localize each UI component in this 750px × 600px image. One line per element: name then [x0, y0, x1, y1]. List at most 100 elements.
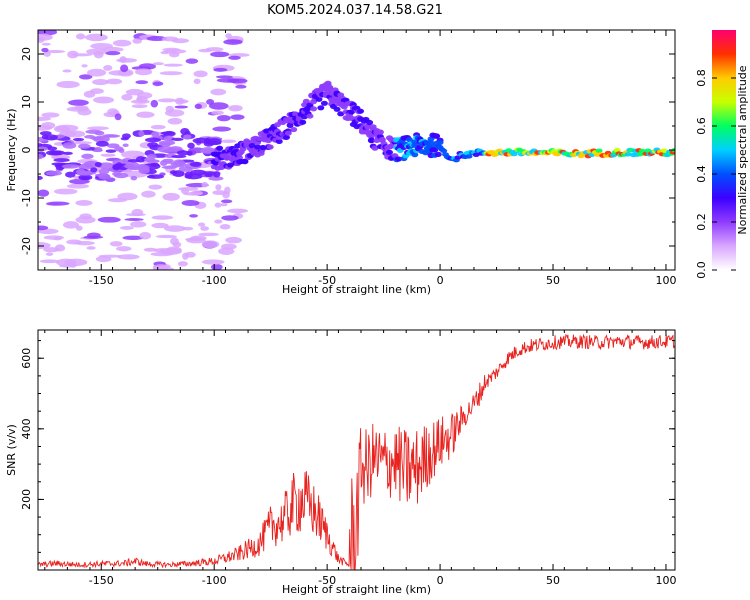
noise-blob — [121, 133, 131, 139]
noise-blob — [189, 214, 198, 218]
noise-blob — [215, 75, 234, 79]
signal-blob — [310, 106, 318, 112]
x-tick-label: 100 — [655, 274, 676, 287]
noise-blob — [78, 174, 93, 181]
noise-blob — [150, 99, 159, 108]
noise-blob — [56, 258, 76, 267]
noise-blob — [143, 157, 156, 162]
noise-blob — [181, 226, 194, 231]
noise-blob — [78, 171, 93, 176]
noise-blob — [83, 160, 100, 168]
signal-blob — [395, 156, 403, 162]
noise-blob — [38, 189, 50, 197]
noise-blob — [124, 163, 135, 169]
noise-blob — [38, 153, 44, 160]
noise-blob — [62, 221, 79, 229]
signal-blob — [216, 145, 224, 151]
noise-blob — [193, 78, 201, 85]
y-tick-label: 20 — [20, 47, 33, 61]
signal-blob — [257, 150, 265, 156]
signal-blob — [324, 80, 332, 86]
noise-blob — [173, 159, 186, 167]
noise-blob — [85, 129, 102, 134]
noise-blob — [86, 232, 101, 238]
spectrogram-blobs — [38, 30, 675, 270]
noise-blob — [87, 68, 107, 77]
signal-blob — [299, 119, 307, 125]
noise-blob — [116, 246, 132, 252]
noise-blob — [208, 176, 224, 181]
signal-blob — [320, 100, 328, 106]
noise-blob — [100, 153, 116, 157]
noise-blob — [198, 222, 206, 227]
noise-blob — [75, 199, 93, 206]
noise-blob — [206, 138, 222, 145]
noise-blob — [210, 88, 227, 96]
noise-blob — [225, 236, 242, 244]
noise-blob — [185, 237, 204, 241]
signal-blob — [333, 106, 341, 112]
noise-blob — [158, 267, 174, 270]
noise-blob — [112, 171, 122, 177]
noise-blob — [220, 139, 237, 144]
snr-series-line — [38, 333, 675, 570]
noise-blob — [45, 252, 54, 256]
noise-blob — [90, 43, 113, 50]
noise-blob — [161, 36, 179, 42]
noise-blob — [62, 69, 72, 73]
signal-blob — [284, 130, 292, 136]
noise-blob — [216, 114, 231, 122]
noise-blob — [228, 104, 243, 112]
noise-blob — [102, 134, 117, 138]
noise-blob — [41, 47, 49, 53]
noise-blob — [103, 64, 113, 71]
noise-blob — [213, 67, 228, 72]
noise-blob — [130, 221, 147, 228]
noise-blob — [190, 190, 203, 196]
noise-blob — [220, 199, 233, 204]
noise-blob — [118, 148, 125, 153]
noise-blob — [169, 170, 178, 175]
signal-blob — [385, 149, 393, 155]
colorbar-tick-label: 0.0 — [695, 261, 708, 279]
signal-blob — [432, 133, 440, 139]
noise-blob — [159, 71, 183, 76]
signal-blob — [290, 126, 298, 133]
noise-blob — [65, 171, 76, 178]
noise-blob — [157, 146, 174, 153]
signal-blob — [326, 84, 334, 91]
noise-blob — [41, 42, 51, 46]
figure-title: KOM5.2024.037.14.58.G21 — [267, 3, 443, 18]
noise-blob — [167, 117, 183, 125]
noise-blob — [81, 64, 88, 68]
noise-blob — [201, 181, 209, 188]
noise-blob — [162, 130, 176, 137]
noise-blob — [105, 149, 117, 153]
noise-blob — [56, 80, 80, 89]
signal-blob — [660, 148, 668, 153]
noise-blob — [55, 163, 65, 171]
noise-blob — [145, 137, 162, 143]
noise-blob — [53, 188, 78, 195]
noise-blob — [122, 143, 129, 147]
noise-blob — [199, 149, 214, 153]
noise-blob — [172, 241, 182, 248]
noise-blob — [66, 239, 82, 245]
x-tick-label: -100 — [202, 574, 227, 587]
x-tick-label: 0 — [437, 274, 444, 287]
noise-blob — [163, 225, 186, 232]
signal-blob — [254, 144, 262, 150]
noise-blob — [38, 241, 51, 249]
noise-blob — [125, 88, 144, 96]
noise-blob — [151, 222, 169, 229]
noise-blob — [136, 95, 148, 103]
signal-blob — [266, 144, 274, 150]
noise-blob — [94, 161, 102, 168]
x-tick-label: -100 — [202, 274, 227, 287]
colorbar-tick-label: 0.8 — [695, 69, 708, 87]
noise-blob — [227, 208, 249, 214]
noise-blob — [109, 241, 123, 247]
x-tick-label: -50 — [318, 574, 336, 587]
signal-blob — [212, 160, 220, 166]
